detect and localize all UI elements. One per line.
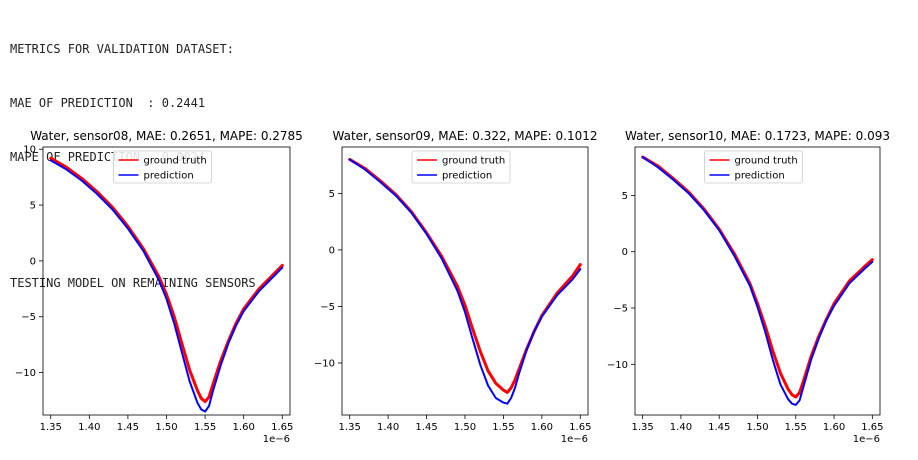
legend-label: ground truth	[144, 156, 207, 167]
y-tick-label: −5	[21, 312, 36, 323]
x-tick-label: 1.55	[785, 422, 807, 433]
series-line-ground-truth	[348, 157, 582, 394]
y-tick-label: −5	[320, 302, 335, 313]
x-tick-label: 1.60	[823, 422, 845, 433]
subplot-1: Water, sensor08, MAE: 0.2651, MAPE: 0.27…	[15, 129, 303, 445]
y-tick-label: 5	[30, 201, 36, 212]
y-tick-label: 0	[30, 256, 36, 267]
x-offset-label: 1e−6	[853, 434, 880, 445]
x-tick-label: 1.50	[155, 422, 177, 433]
console-output: METRICS FOR VALIDATION DATASET: MAE OF P…	[10, 4, 256, 310]
legend-label: prediction	[442, 171, 492, 182]
y-tick-label: −10	[15, 368, 36, 379]
x-tick-label: 1.65	[861, 422, 883, 433]
plot-title: Water, sensor09, MAE: 0.322, MAPE: 0.101…	[333, 129, 598, 143]
legend-label: ground truth	[735, 156, 798, 167]
figure: Water, sensor08, MAE: 0.2651, MAPE: 0.27…	[15, 129, 890, 445]
x-tick-label: 1.50	[746, 422, 768, 433]
y-tick-label: 10	[23, 145, 36, 156]
axes-frame	[634, 146, 881, 416]
metrics-header: METRICS FOR VALIDATION DATASET:	[10, 42, 234, 56]
series-line-prediction	[641, 156, 874, 406]
x-tick-label: 1.35	[339, 422, 361, 433]
y-tick-label: −5	[613, 304, 628, 315]
x-tick-label: 1.45	[708, 422, 730, 433]
legend-label: prediction	[144, 171, 194, 182]
x-tick-label: 1.60	[531, 422, 553, 433]
x-tick-label: 1.40	[670, 422, 692, 433]
x-tick-label: 1.45	[415, 422, 437, 433]
legend-label: prediction	[735, 171, 785, 182]
series-line-prediction	[49, 159, 284, 413]
x-tick-label: 1.45	[117, 422, 139, 433]
y-tick-label: 5	[329, 189, 335, 200]
plot-title: Water, sensor08, MAE: 0.2651, MAPE: 0.27…	[30, 129, 303, 143]
x-tick-label: 1.55	[492, 422, 514, 433]
x-tick-label: 1.40	[377, 422, 399, 433]
y-tick-label: −10	[314, 358, 335, 369]
plot-title: Water, sensor10, MAE: 0.1723, MAPE: 0.09…	[625, 129, 890, 143]
y-tick-label: −10	[607, 360, 628, 371]
legend-label: ground truth	[442, 156, 505, 167]
y-tick-label: 0	[329, 245, 335, 256]
x-tick-label: 1.40	[78, 422, 100, 433]
x-tick-label: 1.55	[194, 422, 216, 433]
series-line-ground-truth	[49, 156, 284, 404]
series-line-prediction	[348, 158, 582, 405]
x-tick-label: 1.65	[569, 422, 591, 433]
x-tick-label: 1.50	[454, 422, 476, 433]
subplot-2: Water, sensor09, MAE: 0.322, MAPE: 0.101…	[314, 129, 598, 445]
subplot-3: Water, sensor10, MAE: 0.1723, MAPE: 0.09…	[607, 129, 890, 445]
y-tick-label: 0	[622, 247, 628, 258]
x-offset-label: 1e−6	[561, 434, 588, 445]
series-line-ground-truth	[641, 155, 874, 399]
x-tick-label: 1.65	[271, 422, 293, 433]
x-tick-label: 1.35	[632, 422, 654, 433]
mae-line: MAE OF PREDICTION : 0.2441	[10, 96, 206, 110]
testing-line: TESTING MODEL ON REMAINING SENSORS	[10, 276, 256, 290]
axes-frame	[42, 146, 291, 416]
x-tick-label: 1.35	[40, 422, 62, 433]
y-tick-label: 5	[622, 191, 628, 202]
x-tick-label: 1.60	[233, 422, 255, 433]
x-offset-label: 1e−6	[263, 434, 290, 445]
axes-frame	[341, 146, 589, 416]
